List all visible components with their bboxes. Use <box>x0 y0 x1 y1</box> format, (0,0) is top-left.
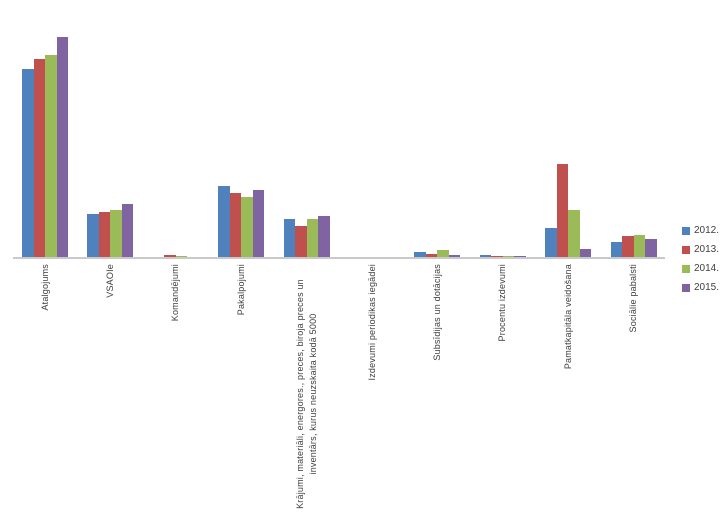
category-label-text: Komandējumi <box>170 264 181 322</box>
bar-2013-cat3 <box>164 255 176 257</box>
bar-2015-cat2 <box>121 204 134 257</box>
bar-2015-cat8 <box>514 256 526 257</box>
bar-2014-cat1 <box>45 55 57 257</box>
category-label-text: Procentu izdevumi <box>497 264 508 342</box>
legend-label: 2014. <box>694 263 720 274</box>
bar-2014-cat7 <box>437 250 449 257</box>
legend-item-2013: 2013. <box>682 244 719 256</box>
bar-2013-cat2 <box>98 212 111 257</box>
bar-2013-cat7 <box>425 254 438 257</box>
bar-2014-cat10 <box>633 235 646 257</box>
bar-2013-cat1 <box>33 59 45 257</box>
bar-2015-cat1 <box>56 37 68 257</box>
legend-swatch-icon <box>682 227 690 235</box>
category-label-text: VSAOIe <box>104 264 115 298</box>
bar-2013-cat9 <box>556 164 569 257</box>
category-label-text: Sociālie pabalsti <box>628 264 639 333</box>
legend-swatch-icon <box>682 246 690 254</box>
bar-2014-cat2 <box>110 210 122 257</box>
bar-2014-cat3 <box>175 256 188 257</box>
bar-2012-cat4 <box>218 186 230 257</box>
legend-label: 2012. <box>694 225 720 236</box>
bar-2014-cat4 <box>241 197 253 257</box>
legend-swatch-icon <box>682 265 690 273</box>
legend-label: 2015. <box>694 282 720 293</box>
bar-2013-cat10 <box>622 236 634 257</box>
legend-item-2012: 2012. <box>682 225 719 237</box>
bar-2012-cat1 <box>22 69 34 257</box>
category-label-text: Izdevumi periodikas iegādei <box>366 264 377 381</box>
bar-2013-cat4 <box>229 193 242 257</box>
category-label-text: Subsīdijas un dotācijas <box>431 264 442 361</box>
bar-2013-cat8 <box>491 256 503 257</box>
category-label-text: Pamatkapitāla veidošana <box>562 264 573 370</box>
legend-item-2014: 2014. <box>682 263 719 275</box>
bar-2012-cat8 <box>479 255 492 257</box>
legend-swatch-icon <box>682 284 690 292</box>
bar-2014-cat5 <box>306 219 319 257</box>
bar-2012-cat2 <box>87 214 99 257</box>
bar-2015-cat10 <box>645 239 657 257</box>
x-axis-line <box>13 257 665 259</box>
legend-item-2015: 2015. <box>682 282 719 294</box>
legend-label: 2013. <box>694 244 720 255</box>
bar-2014-cat9 <box>568 210 580 257</box>
bar-2012-cat10 <box>610 242 623 257</box>
bar-2015-cat5 <box>318 216 330 257</box>
bar-2015-cat7 <box>448 255 461 257</box>
category-label-text: Atalgojums <box>39 264 50 311</box>
bar-2015-cat9 <box>579 249 592 257</box>
bar-2012-cat7 <box>414 252 426 257</box>
bar-2015-cat4 <box>252 190 265 257</box>
bar-2013-cat5 <box>295 226 307 257</box>
bar-2012-cat5 <box>283 219 296 257</box>
bar-2014-cat8 <box>502 256 515 257</box>
category-label-text: Pakalpojumi <box>235 264 246 316</box>
bar-2012-cat9 <box>545 228 557 257</box>
category-label-text: Krājumi, materiāli, energores., preces, … <box>294 279 318 509</box>
